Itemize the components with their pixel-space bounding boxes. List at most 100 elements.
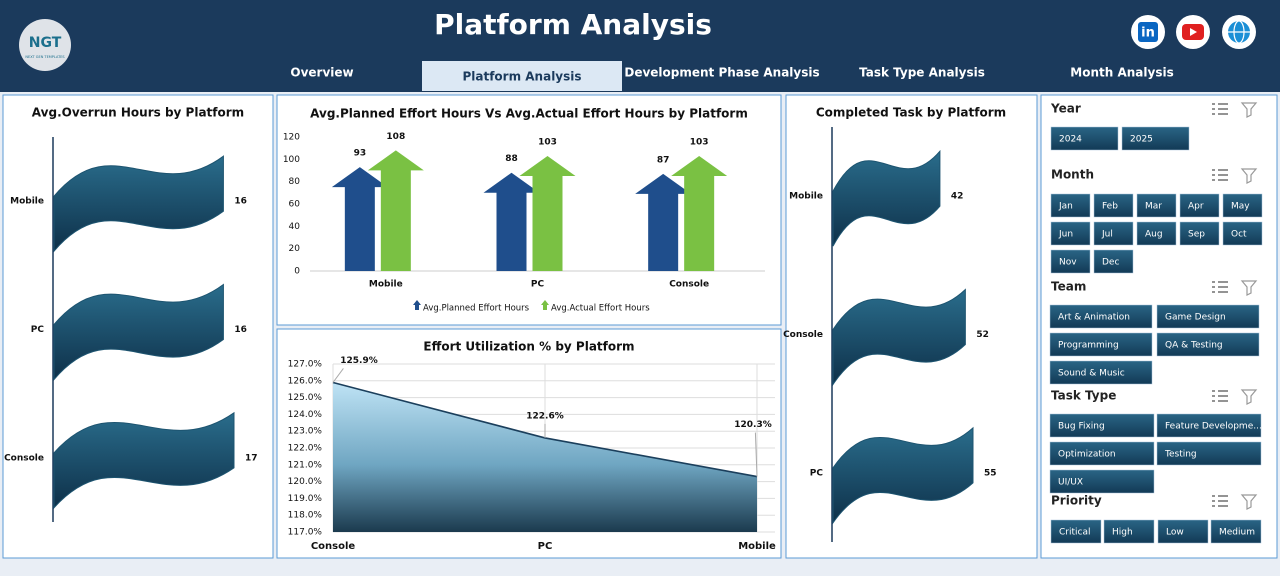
slicer-button[interactable] [1103,519,1155,544]
slicer-item[interactable]: Aug [1145,230,1163,240]
slicer-title: Month [1051,168,1094,182]
category-label: Console [783,330,823,340]
area [333,382,757,532]
slicer-button[interactable] [1049,360,1153,385]
nav-tab-active[interactable] [422,61,622,91]
slicer-button[interactable] [1136,221,1177,246]
data-label: 16 [234,197,247,207]
slicer-button[interactable] [1156,441,1262,466]
slicer-item[interactable]: Sep [1188,230,1205,240]
slicer-button[interactable] [1050,193,1091,218]
clear-filter-icon[interactable] [1240,389,1258,405]
slicer-item[interactable]: Optimization [1058,450,1116,460]
slicer-button[interactable] [1222,193,1263,218]
slicer-button[interactable] [1093,193,1134,218]
clear-filter-icon[interactable] [1240,494,1258,510]
nav-tab[interactable]: Task Type Analysis [859,66,985,80]
slicer-item[interactable]: Bug Fixing [1058,422,1105,432]
slicer-button[interactable] [1179,193,1220,218]
data-label: 87 [657,155,670,165]
slicer-item[interactable]: 2025 [1130,135,1153,145]
slicer-item[interactable]: Programming [1058,341,1119,351]
multiselect-icon[interactable] [1212,495,1228,507]
slicer-item[interactable]: Sound & Music [1058,369,1125,379]
data-label: 103 [538,137,557,147]
slicer-button[interactable] [1050,519,1102,544]
slicer-item[interactable]: High [1112,528,1133,538]
slicer-button[interactable] [1093,249,1134,274]
slicer-item[interactable]: Critical [1059,528,1090,538]
slicer-button[interactable] [1179,221,1220,246]
slicer-item[interactable]: Testing [1164,450,1197,460]
slicer-item[interactable]: Mar [1145,202,1162,212]
logo [19,19,71,71]
slicer-item[interactable]: Dec [1102,258,1119,268]
clear-filter-icon[interactable] [1240,280,1258,296]
x-tick-label: Mobile [738,541,776,552]
data-label: 55 [984,468,997,478]
slicer-button[interactable] [1156,413,1262,438]
slicer-button[interactable] [1050,249,1091,274]
slicer-item[interactable]: Jan [1058,202,1073,212]
y-tick-label: 40 [289,222,301,232]
slicer-item[interactable]: UI/UX [1058,478,1083,488]
slicer-button[interactable] [1049,304,1153,329]
nav-tab[interactable]: Overview [290,66,353,80]
slicer-item[interactable]: May [1231,202,1250,212]
slicer-button[interactable] [1049,469,1155,494]
slicer-item[interactable]: Jun [1058,230,1073,240]
clear-filter-icon[interactable] [1240,102,1258,118]
slicer-button[interactable] [1157,519,1209,544]
slicer-item[interactable]: Medium [1219,528,1255,538]
slicer-button[interactable] [1121,126,1190,151]
slicer-button[interactable] [1050,126,1119,151]
y-tick-label: 124.0% [288,410,323,420]
slicer-item[interactable]: Oct [1231,230,1247,240]
y-tick-label: 20 [289,244,301,254]
slicer-button[interactable] [1049,413,1155,438]
slicer-item[interactable]: Art & Animation [1058,313,1130,323]
slicer-button[interactable] [1049,332,1153,357]
logo-text: NGT [29,35,62,51]
y-tick-label: 126.0% [288,376,323,386]
multiselect-icon[interactable] [1212,281,1228,293]
slicer-item[interactable]: Jul [1101,230,1113,240]
slicer-button[interactable] [1222,221,1263,246]
slicer-item[interactable]: Low [1166,528,1184,538]
slicer-item[interactable]: Nov [1059,258,1077,268]
category-label: Mobile [10,197,44,207]
clear-filter-icon[interactable] [1240,168,1258,184]
slicer-item[interactable]: 2024 [1059,135,1082,145]
slicer-title: Task Type [1051,389,1116,403]
slicer-button[interactable] [1093,221,1134,246]
slicer-item[interactable]: Feature Developme... [1165,422,1262,432]
slicer-button[interactable] [1136,193,1177,218]
legend-marker [541,300,549,310]
slicer-button[interactable] [1156,332,1260,357]
multiselect-icon[interactable] [1212,103,1228,115]
slicer-item[interactable]: Game Design [1165,313,1226,323]
slicer-item[interactable]: Apr [1188,202,1204,212]
slicer-button[interactable] [1049,441,1155,466]
multiselect-icon[interactable] [1212,169,1228,181]
multiselect-icon[interactable] [1212,390,1228,402]
slicer-button[interactable] [1210,519,1262,544]
slicer-button[interactable] [1050,221,1091,246]
x-tick-label: PC [531,280,545,290]
slicer-item[interactable]: QA & Testing [1165,341,1223,351]
data-label: 88 [505,154,518,164]
slicer-item[interactable]: Feb [1102,202,1118,212]
y-tick-label: 119.0% [288,494,323,504]
nav-tab[interactable]: Development Phase Analysis [624,66,819,80]
category-label: PC [810,468,824,478]
leader [754,432,758,477]
legend-label: Avg.Planned Effort Hours [423,304,530,314]
nav-tab[interactable]: Month Analysis [1070,66,1173,80]
nav-tab[interactable]: Platform Analysis [462,70,581,84]
slicer-button[interactable] [1156,304,1260,329]
bar [635,173,692,271]
data-label: 120.3% [734,420,772,430]
data-label: 108 [386,132,405,142]
bar [519,155,576,271]
